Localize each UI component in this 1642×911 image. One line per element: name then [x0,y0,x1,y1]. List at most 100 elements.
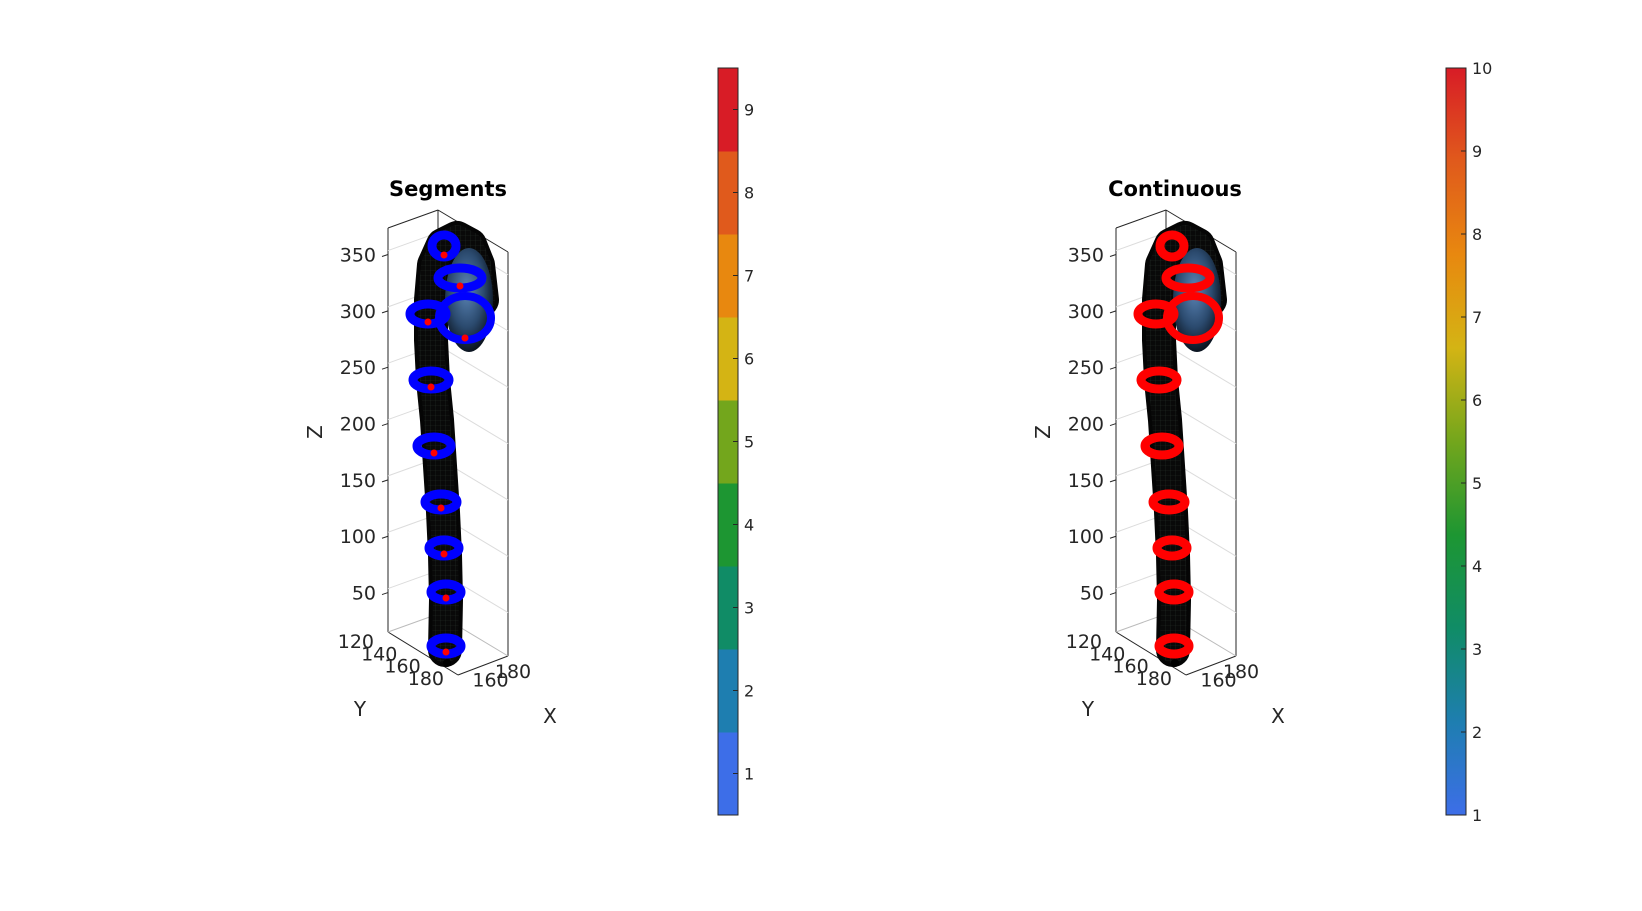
colorbar-tick-label: 3 [744,599,754,618]
colorbar-tick-label: 6 [744,350,754,369]
colorbar-swatch [718,151,738,235]
cross-section-ring [1154,633,1194,659]
tube-tip [443,659,451,667]
cross-section-ring [1161,263,1215,293]
y-tick-label: 140 [361,643,397,665]
colorbar-tick-label: 5 [1472,474,1482,493]
cross-section-ring [1136,366,1182,394]
ring-marker [427,383,435,391]
cross-section-ring [1155,230,1189,262]
z-tick-label: 250 [1068,357,1104,379]
ring-marker [440,251,448,259]
colorbar-swatch [718,234,738,318]
z-tick-mark [1109,479,1117,483]
ring-marker [461,334,469,342]
z-tick-label: 50 [1080,583,1104,605]
box-edge [1115,209,1167,229]
x-tick-label: 160 [472,669,508,691]
z-tick-label: 350 [340,245,376,267]
cross-section-ring [1154,579,1194,605]
z-tick-mark [1109,535,1117,539]
cross-section-ring [1133,299,1179,329]
chart-title: Segments [389,177,507,201]
ring-marker [442,594,450,602]
z-tick-label: 200 [1068,414,1104,436]
z-tick-mark [1109,423,1117,427]
x-tick-label: 180 [1223,661,1259,683]
colorbar-tick-label: 6 [1472,391,1482,410]
y-axis-label: Y [353,697,367,721]
z-tick-mark [381,366,389,370]
cross-section-ring [1148,489,1190,515]
z-tick-label: 50 [352,583,376,605]
colorbar: 1 2 3 4 5 6 7 8 9 10 [1445,59,1492,825]
colorbar-tick-label: 8 [1472,225,1482,244]
colorbar-tick-label: 1 [744,765,754,784]
colorbar-tick-label: 10 [1472,59,1492,78]
z-tick-mark [381,254,389,258]
box-edge [387,631,459,676]
x-tick-label: 160 [1200,669,1236,691]
tube-tip [1171,659,1179,667]
x-axis-label: X [543,704,557,728]
y-tick-label: 120 [338,631,374,653]
ring-marker [424,318,432,326]
colorbar-tick-label: 9 [744,101,754,120]
y-tick-label: 140 [1089,643,1125,665]
colorbar-swatch [718,566,738,650]
z-tick-mark [381,310,389,314]
colorbar-swatch [718,483,738,567]
colorbar-tick-label: 2 [744,682,754,701]
continuous-panel: Continuous501001502002503003501201401601… [1031,59,1492,825]
z-tick-label: 100 [1068,526,1104,548]
colorbar-swatch [718,68,738,152]
ring-marker [456,282,464,290]
ring-marker [430,449,438,457]
z-tick-mark [1109,592,1117,596]
y-tick-label: 120 [1066,631,1102,653]
colorbar-tick-label: 2 [1472,723,1482,742]
z-tick-mark [381,592,389,596]
z-tick-label: 350 [1068,245,1104,267]
x-tick-label: 180 [495,661,531,683]
ring-marker [442,648,450,656]
y-tick-label: 180 [408,668,444,690]
ring-marker [440,550,448,558]
colorbar: 1 2 3 4 5 6 7 8 9 [717,67,754,816]
x-axis-label: X [1271,704,1285,728]
colorbar-tick-label: 5 [744,433,754,452]
segments-panel: Segments50100150200250300350120140160180… [303,67,754,816]
colorbar-tick-label: 7 [744,267,754,286]
box-edge [387,209,439,229]
box-edge [457,655,509,676]
z-tick-label: 100 [340,526,376,548]
y-tick-label: 180 [1136,668,1172,690]
y-axis-label: Y [1081,697,1095,721]
colorbar-swatch [718,317,738,401]
z-tick-label: 150 [340,470,376,492]
cross-section-ring [1140,432,1184,460]
colorbar-tick-label: 1 [1472,806,1482,825]
z-tick-label: 300 [1068,301,1104,323]
z-tick-mark [1109,366,1117,370]
colorbar-swatch [718,400,738,484]
colorbar-gradient [1446,68,1466,815]
z-tick-label: 250 [340,357,376,379]
chart-title: Continuous [1108,177,1242,201]
z-tick-mark [1109,254,1117,258]
colorbar-tick-label: 9 [1472,142,1482,161]
box-edge [1115,631,1187,676]
cross-section-ring [1152,535,1192,561]
y-tick-label: 160 [1112,656,1148,678]
z-tick-mark [381,535,389,539]
colorbar-tick-label: 7 [1472,308,1482,327]
colorbar-tick-label: 4 [744,516,754,535]
z-tick-mark [1109,310,1117,314]
z-tick-mark [381,479,389,483]
z-axis-label: Z [1031,425,1055,439]
y-tick-label: 160 [384,656,420,678]
box-edge [1185,655,1237,676]
colorbar-tick-label: 3 [1472,640,1482,659]
z-tick-label: 200 [340,414,376,436]
